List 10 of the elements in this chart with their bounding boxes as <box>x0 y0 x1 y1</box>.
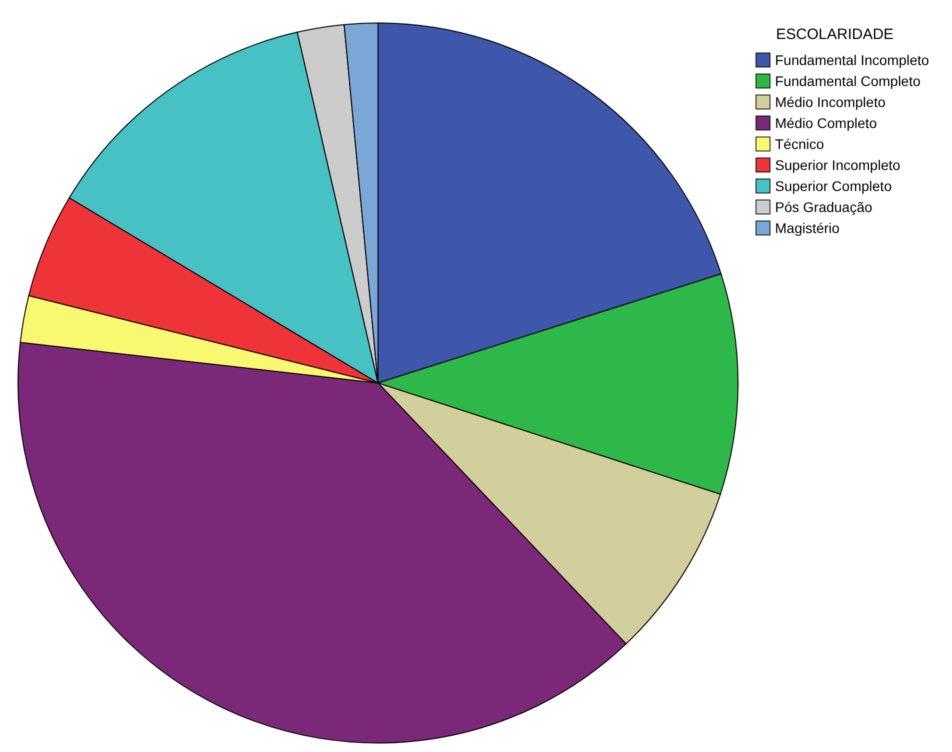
legend-title: ESCOLARIDADE <box>776 26 894 43</box>
legend-label: Técnico <box>775 136 824 152</box>
legend-label: Superior Completo <box>775 178 892 194</box>
legend-label: Superior Incompleto <box>775 157 901 173</box>
legend-label: Pós Graduação <box>775 199 872 215</box>
legend-label: Fundamental Incompleto <box>775 52 930 68</box>
legend-label: Magistério <box>775 220 840 236</box>
legend-label: Fundamental Completo <box>775 73 921 89</box>
legend-label: Médio Incompleto <box>775 94 886 110</box>
legend-label: Médio Completo <box>775 115 878 131</box>
